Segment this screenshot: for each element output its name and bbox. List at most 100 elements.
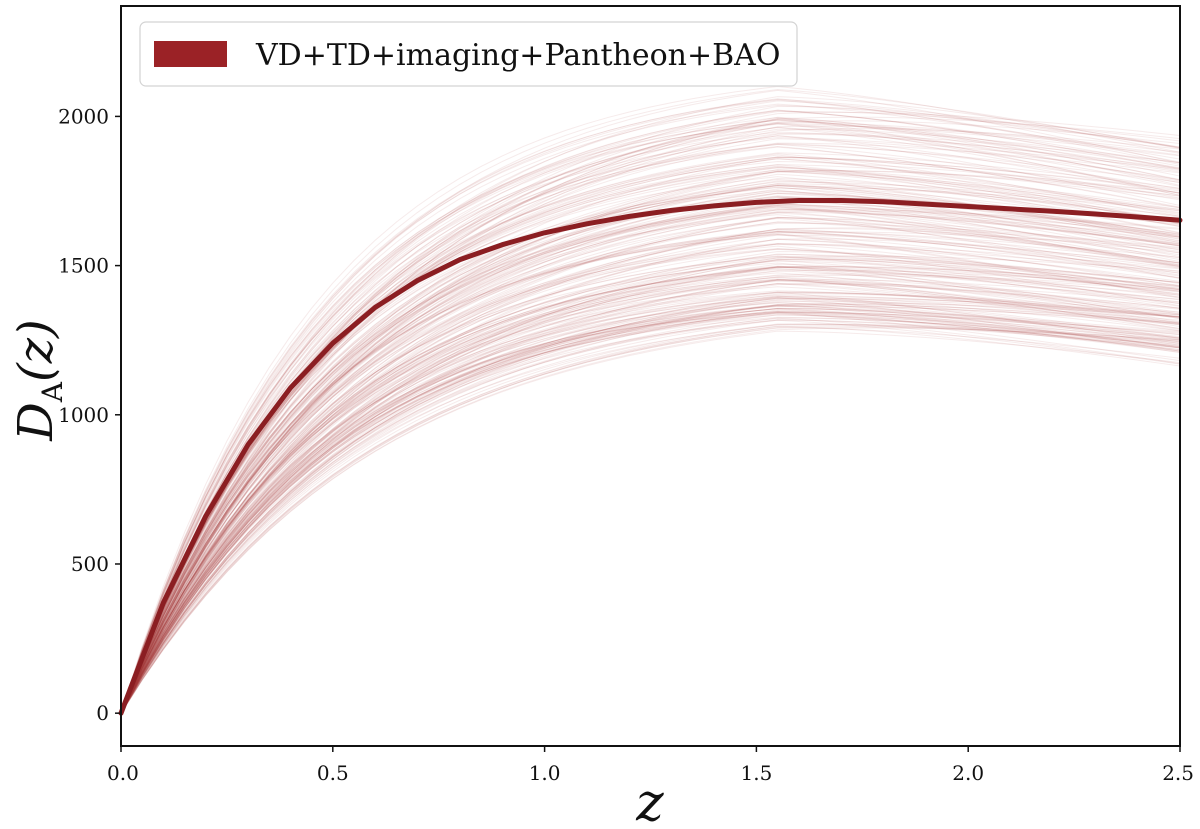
posterior-sample-line bbox=[120, 279, 1181, 714]
posterior-sample-line bbox=[120, 248, 1181, 714]
posterior-sample-line bbox=[120, 326, 1181, 714]
posterior-sample-line bbox=[120, 169, 1181, 714]
posterior-sample-line bbox=[120, 314, 1181, 714]
posterior-sample-line bbox=[120, 292, 1181, 714]
posterior-sample-line bbox=[120, 217, 1181, 714]
posterior-sample-line bbox=[120, 259, 1181, 714]
posterior-sample-line bbox=[120, 211, 1181, 714]
posterior-sample-line bbox=[120, 164, 1181, 714]
posterior-sample-line bbox=[120, 243, 1181, 714]
posterior-sample-line bbox=[120, 116, 1181, 714]
posterior-sample-line bbox=[120, 202, 1181, 714]
posterior-sample-line bbox=[120, 248, 1181, 714]
posterior-sample-line bbox=[120, 231, 1181, 714]
posterior-sample-line bbox=[120, 238, 1181, 714]
posterior-sample-line bbox=[120, 185, 1181, 714]
y-tick-label: 2000 bbox=[58, 104, 109, 128]
posterior-sample-line bbox=[120, 234, 1181, 714]
posterior-sample-line bbox=[120, 312, 1181, 714]
posterior-sample-line bbox=[120, 109, 1181, 714]
posterior-sample-line bbox=[120, 303, 1181, 714]
posterior-sample-line bbox=[120, 203, 1181, 714]
posterior-sample-line bbox=[120, 126, 1181, 714]
posterior-sample-line bbox=[120, 270, 1181, 714]
posterior-sample-line bbox=[120, 280, 1181, 714]
posterior-sample-line bbox=[120, 146, 1181, 714]
posterior-sample-line bbox=[120, 184, 1181, 714]
posterior-sample-line bbox=[120, 208, 1181, 714]
legend-swatch bbox=[154, 41, 227, 67]
posterior-sample-line bbox=[120, 326, 1181, 714]
y-tick-label: 0 bbox=[96, 701, 109, 725]
posterior-sample-line bbox=[120, 312, 1181, 714]
posterior-sample-line bbox=[120, 319, 1181, 714]
x-axis-ticks: 0.0 0.5 1.0 1.5 2.0 2.5 bbox=[107, 746, 1194, 785]
posterior-sample-line bbox=[120, 230, 1181, 714]
posterior-sample-line bbox=[120, 302, 1181, 714]
posterior-sample-line bbox=[120, 313, 1181, 714]
posterior-sample-line bbox=[120, 217, 1181, 714]
posterior-sample-line bbox=[120, 298, 1181, 714]
posterior-sample-line bbox=[120, 260, 1181, 714]
posterior-sample-line bbox=[120, 275, 1181, 714]
y-tick-label: 1500 bbox=[58, 254, 109, 278]
posterior-sample-line bbox=[120, 293, 1181, 714]
posterior-sample-line bbox=[120, 297, 1181, 714]
posterior-sample-line bbox=[120, 257, 1181, 714]
posterior-sample-line bbox=[120, 131, 1181, 714]
posterior-sample-line bbox=[120, 308, 1181, 714]
posterior-sample-line bbox=[120, 283, 1181, 714]
posterior-sample-line bbox=[120, 123, 1181, 714]
posterior-sample-line bbox=[120, 153, 1181, 714]
posterior-sample-line bbox=[120, 273, 1181, 714]
posterior-sample-line bbox=[120, 253, 1181, 714]
posterior-sample-line bbox=[120, 304, 1181, 714]
y-axis-label: DA(z) bbox=[8, 319, 69, 441]
posterior-sample-line bbox=[120, 128, 1181, 714]
posterior-sample-line bbox=[120, 299, 1181, 714]
posterior-sample-line bbox=[120, 185, 1181, 714]
posterior-sample-line bbox=[120, 266, 1181, 714]
posterior-sample-line bbox=[120, 305, 1181, 714]
posterior-sample-line bbox=[120, 206, 1181, 714]
posterior-sample-line bbox=[120, 311, 1181, 714]
x-tick-label: 2.0 bbox=[952, 761, 984, 785]
posterior-sample-line bbox=[120, 279, 1181, 714]
posterior-sample-line bbox=[120, 229, 1181, 714]
posterior-sample-line bbox=[120, 203, 1181, 714]
posterior-sample-line bbox=[120, 311, 1181, 714]
posterior-sample-line bbox=[120, 276, 1181, 714]
posterior-sample-line bbox=[120, 189, 1181, 714]
posterior-sample-line bbox=[120, 165, 1181, 714]
posterior-sample-line bbox=[120, 310, 1181, 714]
posterior-sample-line bbox=[120, 265, 1181, 714]
posterior-sample-line bbox=[120, 255, 1181, 714]
posterior-sample-line bbox=[120, 183, 1181, 714]
posterior-sample-line bbox=[120, 231, 1181, 714]
posterior-sample-line bbox=[120, 128, 1181, 714]
posterior-sample-line bbox=[120, 160, 1181, 714]
posterior-sample-line bbox=[120, 263, 1181, 714]
posterior-sample-line bbox=[120, 233, 1181, 714]
posterior-sample-line bbox=[120, 212, 1181, 714]
x-tick-label: 2.5 bbox=[1162, 761, 1194, 785]
posterior-sample-line bbox=[120, 195, 1181, 714]
posterior-sample-line bbox=[120, 171, 1181, 714]
posterior-sample-line bbox=[120, 158, 1181, 714]
posterior-sample-line bbox=[120, 305, 1181, 714]
x-tick-label: 1.5 bbox=[740, 761, 772, 785]
posterior-sample-line bbox=[120, 296, 1181, 714]
posterior-sample-line bbox=[120, 104, 1181, 714]
y-axis-label-argument: (z) bbox=[8, 319, 64, 382]
posterior-sample-line bbox=[120, 123, 1181, 714]
posterior-sample-line bbox=[120, 268, 1181, 714]
posterior-sample-line bbox=[120, 266, 1181, 714]
posterior-sample-line bbox=[120, 283, 1181, 714]
posterior-sample-line bbox=[120, 119, 1181, 714]
posterior-sample-line bbox=[120, 260, 1181, 714]
y-axis-ticks: 0 500 1000 1500 2000 bbox=[58, 104, 121, 725]
posterior-sample-line bbox=[120, 133, 1181, 714]
posterior-sample-line bbox=[120, 291, 1181, 714]
posterior-sample-line bbox=[120, 279, 1181, 714]
posterior-sample-line bbox=[120, 272, 1181, 714]
